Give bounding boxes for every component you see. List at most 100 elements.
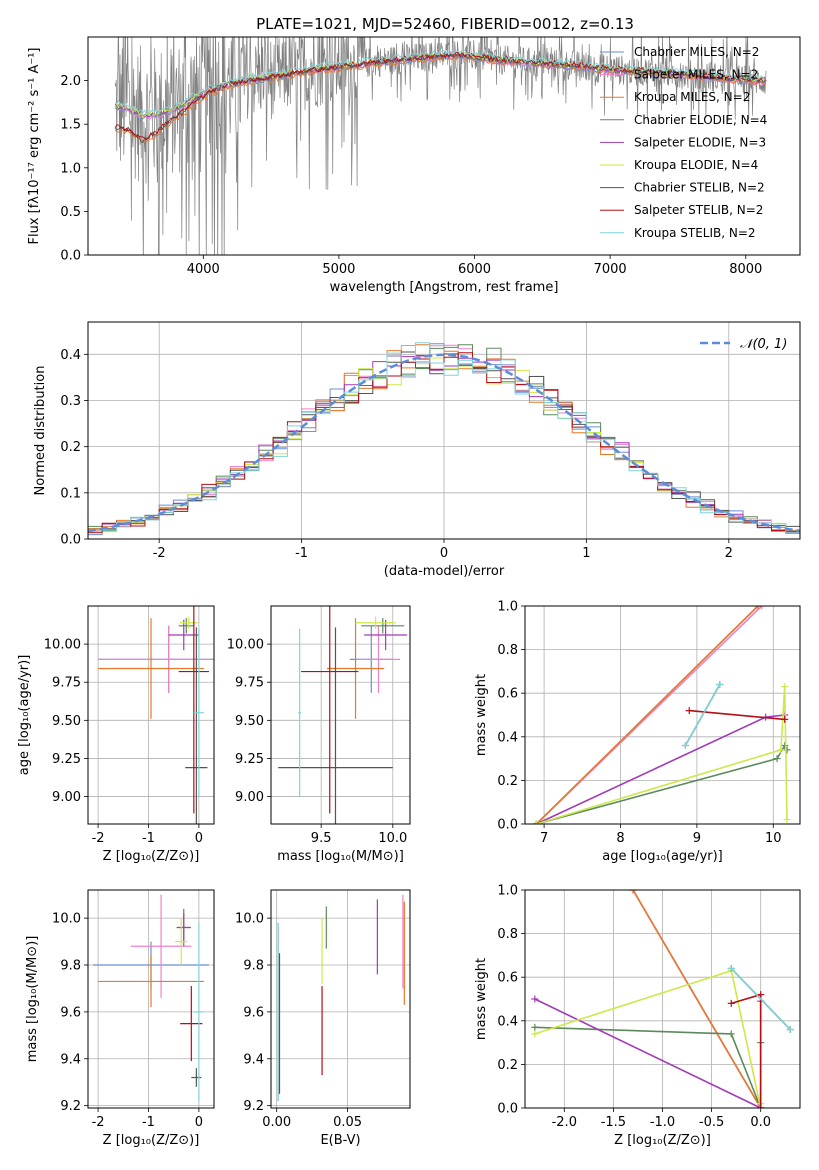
residuals-labels: (data-model)/error Normed distribution <box>33 366 505 579</box>
residuals-xtick-label: -1 <box>295 546 308 561</box>
spectrum-legend: Chabrier MILES, N=2 Salpeter MILES, N=2 Kr… <box>600 45 767 240</box>
age_vs_mass-labels: mass [log₁₀(M/M⊙)] <box>277 849 404 864</box>
spectrum-xtick-label: 5000 <box>322 262 355 277</box>
weight_vs_age-line-kroupa_miles <box>535 606 759 824</box>
spectrum-ytick-label: 0.0 <box>60 249 81 264</box>
age_vs_Z-frame <box>87 605 215 825</box>
weight_vs_age-ylabel: mass weight <box>474 674 489 756</box>
mass_vs_ebv-frame <box>270 889 411 1109</box>
weight_vs_Z-ytick-label: 0.0 <box>497 1102 518 1117</box>
residuals-yticks: 0.0 0.1 0.2 0.3 0.4 <box>60 348 800 548</box>
spectrum-ytick-label: 2.0 <box>60 74 81 89</box>
weight_vs_age-ytick-label: 0.2 <box>497 774 518 789</box>
residuals-legend: 𝒩(0, 1) <box>700 337 787 352</box>
weight_vs_age-marker-salpeter_stelib <box>685 707 693 715</box>
weight_vs_age-line-kroupa_elodie <box>536 686 788 824</box>
weight_vs_age-marker-chabrier_elodie <box>781 742 789 750</box>
spectrum-model-salpeter_stelib <box>114 51 767 141</box>
legend-label-salpeter_elodie: Salpeter ELODIE, N=3 <box>634 135 766 149</box>
weight_vs_Z-plot-area <box>531 890 794 1108</box>
spectrum-xticks: 4000 5000 6000 7000 8000 <box>187 255 762 277</box>
weight_vs_age-marker-kroupa_elodie <box>781 683 789 691</box>
weight_vs_Z-xticks: -2.0 -1.5 -1.0 -0.5 0.0 <box>552 890 771 1130</box>
age_vs_mass-panel: 9.5 10.0 9.00 9.25 9.50 9.75 10.00 mass [log₁₀(… <box>227 605 411 864</box>
residuals-xtick-label: 1 <box>582 546 590 561</box>
age_vs_mass-xlabel: mass [log₁₀(M/M⊙)] <box>277 849 404 864</box>
spectrum-model-kroupa_stelib <box>114 49 767 115</box>
mass_vs_ebv-ytick-label: 9.6 <box>243 1005 264 1020</box>
weight_vs_Z-marker-kroupa_stelib <box>786 1026 794 1034</box>
age_vs_Z-xtick-label: -2 <box>92 831 105 846</box>
weight_vs_Z-xtick-label: -1.5 <box>601 1115 626 1130</box>
weight_vs_Z-marker-kroupa_miles <box>629 890 637 894</box>
weight_vs_age-marker-kroupa_elodie <box>532 820 540 824</box>
spectrum-ytick-label: 1.0 <box>60 161 81 176</box>
weight_vs_Z-line-chabrier_elodie <box>534 1026 762 1108</box>
residuals-ytick-label: 0.1 <box>60 486 81 501</box>
mass_vs_ebv-panel: 0.00 0.05 9.2 9.4 9.6 9.8 10.0 E(B-V) <box>235 889 411 1148</box>
legend-label-chabrier_miles: Chabrier MILES, N=2 <box>634 45 759 59</box>
mass_vs_Z-point-chabrier_stelib <box>191 1068 202 1087</box>
weight_vs_Z-ytick-label: 0.4 <box>497 1014 518 1029</box>
weight_vs_age-marker-chabrier_elodie <box>783 746 791 754</box>
weight_vs_age-xtick-label: 8 <box>616 831 624 846</box>
mass_vs_ebv-xtick-label: 0.05 <box>333 1115 362 1130</box>
mass_vs_Z-ylabel: mass [log₁₀(M/M⊙)] <box>25 936 40 1063</box>
spectrum-yticks: 0.0 0.5 1.0 1.5 2.0 <box>60 74 88 264</box>
age_vs_Z-ylabel: age [log₁₀(age/yr)] <box>17 655 32 776</box>
legend-label-chabrier_elodie: Chabrier ELODIE, N=4 <box>634 113 767 127</box>
mass_vs_Z-xtick-label: 0 <box>195 1115 203 1130</box>
age_vs_Z-ytick-label: 9.00 <box>52 790 81 805</box>
mass_vs_ebv-yticks: 9.2 9.4 9.6 9.8 10.0 <box>235 912 410 1114</box>
weight_vs_Z-line-kroupa_miles <box>632 890 762 1108</box>
spectrum-panel: 4000 5000 6000 7000 80000.00.51.01.52.0wavel… <box>27 36 801 295</box>
age_vs_Z-point-kroupa_elodie <box>179 616 198 629</box>
weight_vs_Z-marker-salpeter_elodie <box>531 995 539 1003</box>
weight_vs_age-xtick-label: 10 <box>765 831 782 846</box>
age_vs_Z-point-chabrier_stelib <box>185 627 208 824</box>
mass_vs_Z-ytick-label: 9.2 <box>60 1099 81 1114</box>
age_vs_mass-frame <box>270 605 411 825</box>
weight_vs_age-ytick-label: 0.6 <box>497 687 518 702</box>
residuals-xticks: -2 -1 0 1 2 <box>153 322 733 561</box>
weight_vs_age-ytick-label: 1.0 <box>497 600 518 615</box>
residuals-panel: -2 -1 0 1 2 0.0 0.1 0.2 0.3 0.4 (data-model)/error… <box>33 321 801 579</box>
weight_vs_Z-marker-chabrier_elodie <box>727 1030 735 1038</box>
age_vs_Z-yticks: 9.00 9.25 9.50 9.75 10.00 <box>44 638 214 805</box>
age_vs_mass-xtick-label: 9.5 <box>311 831 332 846</box>
weight_vs_age-line-salpeter_elodie <box>536 714 785 824</box>
weight_vs_Z-xtick-label: 0.0 <box>750 1115 771 1130</box>
age_vs_Z-panel: -2 -1 0 9.00 9.25 9.50 9.75 10.00 Z [log₁₀(Z/Z⊙)… <box>17 605 215 864</box>
weight_vs_age-ytick-label: 0.8 <box>497 643 518 658</box>
residuals-ytick-label: 0.0 <box>60 533 81 548</box>
age_vs_Z-xticks: -2 -1 0 <box>92 606 203 846</box>
spectrum-xtick-label: 8000 <box>729 262 762 277</box>
weight_vs_age-labels: age [log₁₀(age/yr)] mass weight <box>474 674 723 864</box>
age_vs_mass-ytick-label: 9.00 <box>235 790 264 805</box>
mass_vs_Z-xticks: -2 -1 0 <box>92 890 203 1130</box>
gaussian-curve <box>88 353 800 533</box>
age_vs_mass-point-kroupa_elodie <box>355 616 396 629</box>
mass_vs_Z-xlabel: Z [log₁₀(Z/Z⊙)] <box>103 1133 200 1148</box>
age_vs_mass-ytick-label: 9.25 <box>235 752 264 767</box>
age_vs_Z-plot-area <box>98 606 214 824</box>
weight_vs_age-panel: 7 8 9 10 0.0 0.2 0.4 0.6 0.8 1.0 age [log₁₀(age/yr… <box>474 600 801 864</box>
legend-label-kroupa_elodie: Kroupa ELODIE, N=4 <box>634 158 758 172</box>
weight_vs_Z-xtick-label: -1.0 <box>650 1115 675 1130</box>
mass_vs_Z-ytick-label: 10.0 <box>52 912 81 927</box>
weight_vs_Z-xlabel: Z [log₁₀(Z/Z⊙)] <box>614 1133 711 1148</box>
mass_vs_ebv-labels: E(B-V) <box>320 1133 360 1148</box>
mass_vs_Z-ytick-label: 9.6 <box>60 1005 81 1020</box>
mass_vs_Z-xtick-label: -2 <box>92 1115 105 1130</box>
age_vs_Z-labels: Z [log₁₀(Z/Z⊙)] age [log₁₀(age/yr)] <box>17 655 199 864</box>
spectrum-xtick-label: 4000 <box>187 262 220 277</box>
weight_vs_Z-line-kroupa_stelib <box>730 967 791 1031</box>
spectrum-model-kroupa_miles <box>114 54 767 143</box>
mass_vs_Z-point-kroupa_stelib <box>193 922 204 1101</box>
residuals-frame <box>87 321 801 540</box>
mass_vs_ebv-ytick-label: 9.8 <box>243 959 264 974</box>
weight_vs_Z-marker-kroupa_elodie <box>531 1030 539 1038</box>
age_vs_mass-xtick-label: 10.0 <box>378 831 407 846</box>
mass_vs_Z-ytick-label: 9.4 <box>60 1052 81 1067</box>
